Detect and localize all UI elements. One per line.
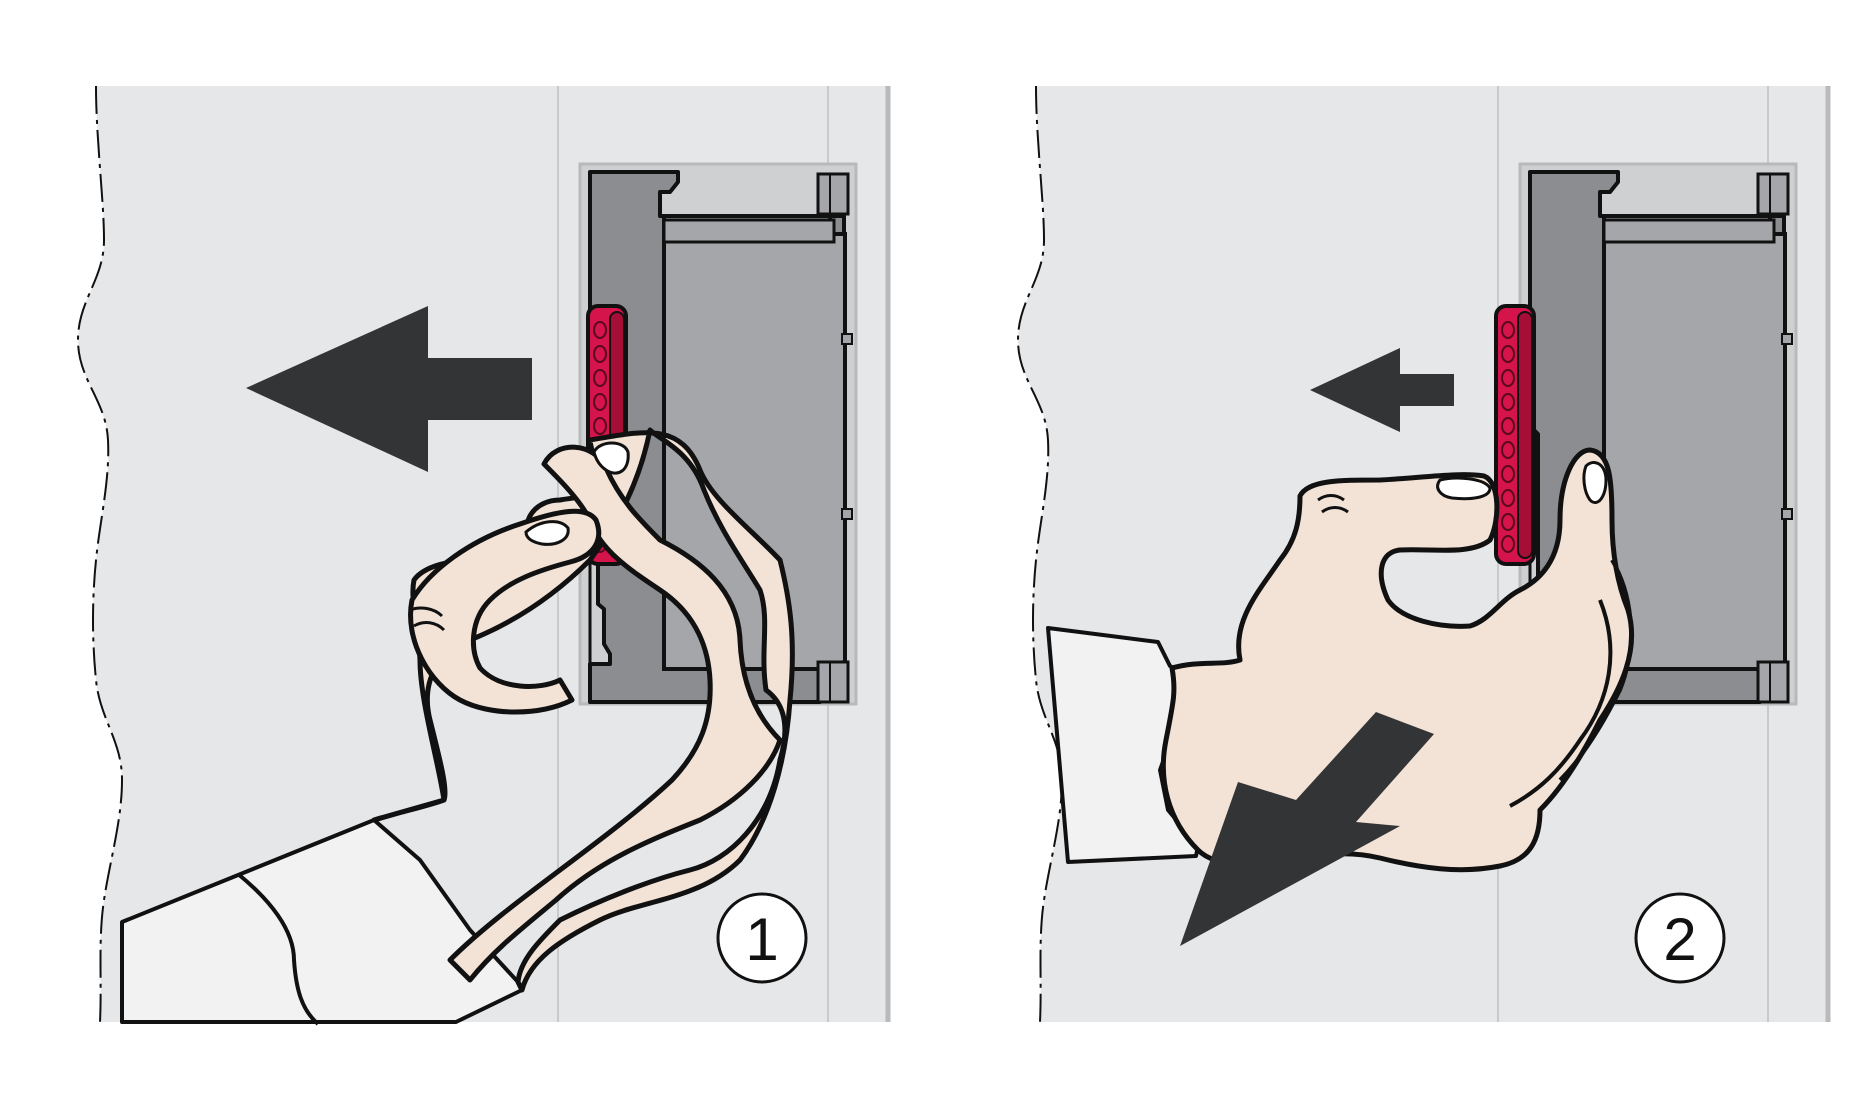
arrow-left-large-icon: [246, 306, 532, 472]
arrow-left-small-icon: [1310, 348, 1454, 432]
panel-step-2: 2: [1016, 85, 1831, 1023]
red-grip-tab-icon: [1494, 304, 1536, 566]
sleeve: [1046, 626, 1200, 864]
panel-step-1: 1: [76, 85, 891, 1026]
step-badge-1: [716, 892, 808, 984]
arrow-down-left-icon: [1180, 712, 1434, 946]
step-number-1: 1: [745, 906, 778, 973]
step-number-2: 2: [1663, 906, 1696, 973]
step-badge-2: [1634, 892, 1726, 984]
